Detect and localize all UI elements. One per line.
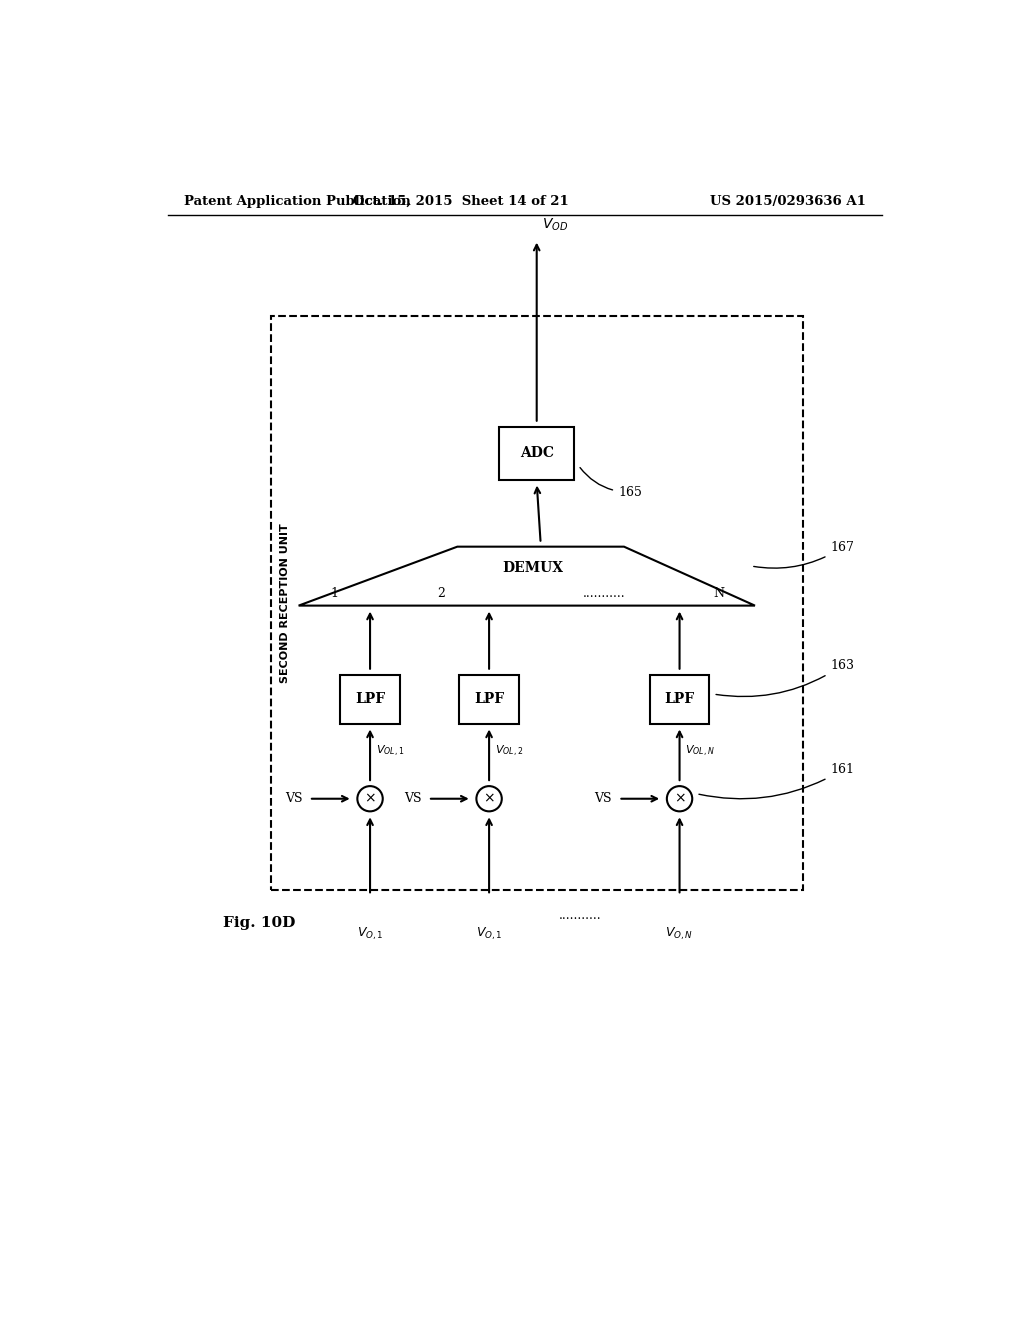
Text: Patent Application Publication: Patent Application Publication (183, 194, 411, 207)
Text: 165: 165 (580, 467, 642, 499)
Text: DEMUX: DEMUX (502, 561, 563, 576)
Text: $V_{OD}$: $V_{OD}$ (543, 216, 568, 232)
Text: 1: 1 (331, 586, 338, 599)
Bar (270, 315, 803, 890)
Text: Fig. 10D: Fig. 10D (223, 916, 296, 929)
Text: VS: VS (285, 792, 303, 805)
Ellipse shape (476, 787, 502, 812)
Text: ...........: ........... (583, 586, 626, 599)
Text: LPF: LPF (474, 692, 504, 706)
Text: 161: 161 (699, 763, 854, 799)
Text: $\times$: $\times$ (674, 792, 685, 805)
Text: $\times$: $\times$ (365, 792, 376, 805)
Text: 2: 2 (437, 586, 445, 599)
Text: SECOND RECEPTION UNIT: SECOND RECEPTION UNIT (281, 523, 290, 682)
Text: N: N (714, 586, 725, 599)
Polygon shape (299, 546, 755, 606)
Text: VS: VS (595, 792, 612, 805)
Text: $V_{OL,N}$: $V_{OL,N}$ (685, 744, 715, 759)
Ellipse shape (667, 787, 692, 812)
Text: LPF: LPF (665, 692, 694, 706)
Text: ADC: ADC (520, 446, 554, 461)
Text: US 2015/0293636 A1: US 2015/0293636 A1 (711, 194, 866, 207)
Text: $V_{OL,1}$: $V_{OL,1}$ (376, 744, 403, 759)
Text: LPF: LPF (355, 692, 385, 706)
Bar (340, 675, 399, 723)
Text: $V_{OL,2}$: $V_{OL,2}$ (495, 744, 523, 759)
Text: VS: VS (404, 792, 422, 805)
Text: $V_{O,N}$: $V_{O,N}$ (666, 925, 693, 942)
Text: ...........: ........... (559, 909, 602, 923)
Text: 163: 163 (716, 659, 854, 697)
Ellipse shape (357, 787, 383, 812)
Text: $V_{O,1}$: $V_{O,1}$ (356, 925, 383, 942)
Text: $V_{O,1}$: $V_{O,1}$ (476, 925, 503, 942)
Text: Oct. 15, 2015  Sheet 14 of 21: Oct. 15, 2015 Sheet 14 of 21 (353, 194, 569, 207)
Bar (499, 426, 574, 479)
Text: 167: 167 (754, 541, 854, 568)
Bar (650, 675, 710, 723)
Text: $\times$: $\times$ (483, 792, 495, 805)
Bar (460, 675, 519, 723)
